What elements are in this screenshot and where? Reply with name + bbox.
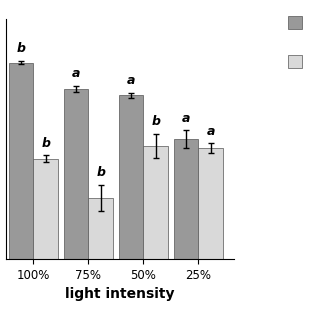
- Bar: [64, 89, 88, 259]
- Bar: [33, 159, 58, 259]
- Bar: [119, 95, 143, 259]
- Bar: [88, 198, 113, 259]
- Text: b: b: [151, 115, 160, 128]
- Text: a: a: [182, 112, 190, 125]
- Bar: [174, 139, 198, 259]
- Text: b: b: [96, 167, 105, 179]
- Text: b: b: [41, 137, 50, 150]
- Legend: , : ,: [288, 16, 306, 70]
- Bar: [143, 146, 168, 259]
- Text: b: b: [17, 42, 26, 55]
- Text: a: a: [72, 67, 80, 80]
- Text: a: a: [206, 125, 215, 137]
- X-axis label: light intensity: light intensity: [65, 287, 175, 301]
- Bar: [198, 148, 223, 259]
- Text: a: a: [127, 74, 135, 87]
- Bar: [9, 63, 33, 259]
